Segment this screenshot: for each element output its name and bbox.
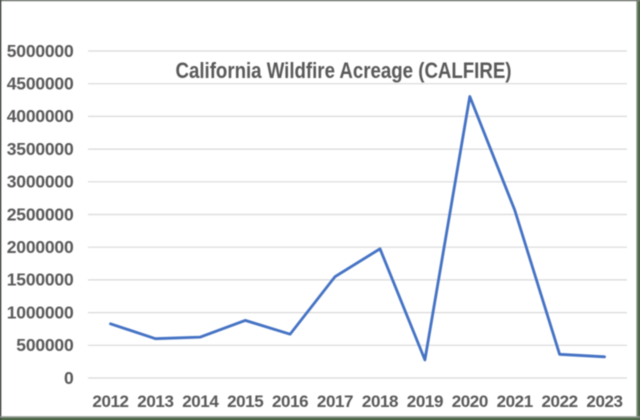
svg-text:2016: 2016: [272, 392, 308, 411]
svg-text:3500000: 3500000: [7, 139, 74, 159]
svg-text:2022: 2022: [541, 392, 577, 411]
svg-text:4500000: 4500000: [7, 74, 74, 94]
svg-text:2023: 2023: [586, 392, 622, 411]
svg-text:2021: 2021: [497, 392, 533, 411]
svg-text:2015: 2015: [227, 392, 263, 411]
svg-text:0: 0: [64, 368, 74, 388]
svg-text:1500000: 1500000: [7, 270, 74, 290]
svg-text:1000000: 1000000: [7, 302, 74, 322]
svg-text:4000000: 4000000: [7, 106, 74, 126]
svg-text:2018: 2018: [362, 392, 398, 411]
svg-text:California Wildfire Acreage (C: California Wildfire Acreage (CALFIRE): [176, 58, 512, 83]
svg-text:5000000: 5000000: [7, 41, 74, 61]
svg-text:2017: 2017: [317, 392, 353, 411]
svg-text:2014: 2014: [182, 392, 219, 411]
svg-text:2013: 2013: [137, 392, 173, 411]
svg-text:2500000: 2500000: [7, 204, 74, 224]
svg-text:500000: 500000: [16, 335, 74, 355]
svg-text:2020: 2020: [452, 392, 488, 411]
svg-text:3000000: 3000000: [7, 172, 74, 192]
svg-text:2019: 2019: [407, 392, 443, 411]
svg-text:2000000: 2000000: [7, 237, 74, 257]
svg-text:2012: 2012: [92, 392, 128, 411]
